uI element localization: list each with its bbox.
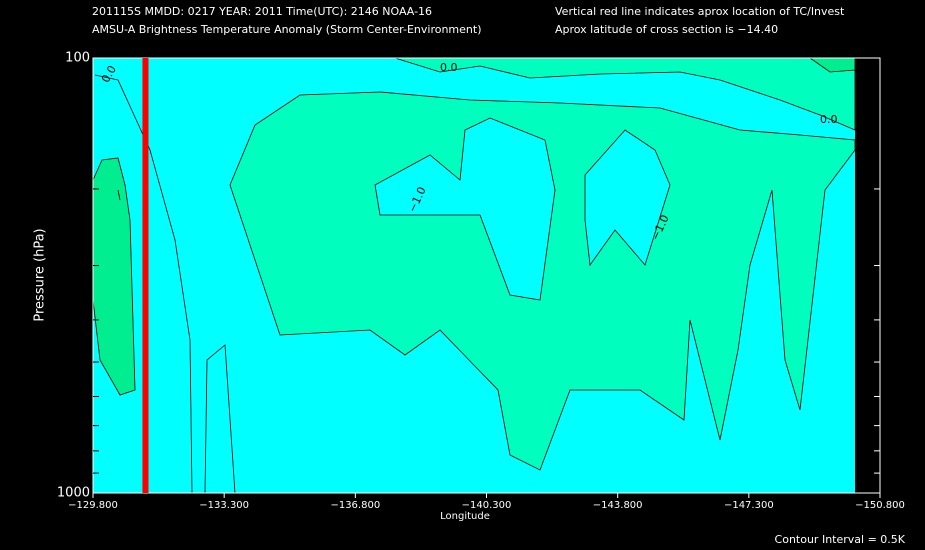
x-tick-label: −140.300: [462, 500, 512, 511]
contour-field: [92, 57, 856, 494]
blank-strip: [855, 58, 880, 493]
note-line: Vertical red line indicates aprox locati…: [555, 5, 845, 18]
y-tick-label: 100: [65, 51, 90, 66]
footer: Contour Interval = 0.5K: [775, 533, 906, 546]
x-tick-label: −147.300: [724, 500, 774, 511]
x-tick-label: −129.800: [68, 500, 118, 511]
y-tick-label: 1000: [57, 486, 90, 501]
x-tick-label: −150.800: [855, 500, 905, 511]
header-line: AMSU-A Brightness Temperature Anomaly (S…: [92, 23, 482, 36]
x-tick-label: −133.300: [199, 500, 249, 511]
note-line: Aprox latitude of cross section is −14.4…: [555, 23, 778, 36]
contour-label: 0.0: [440, 61, 458, 74]
contour-region: [229, 91, 856, 471]
y-axis-label: Pressure (hPa): [33, 228, 48, 321]
x-axis-label: Longitude: [440, 511, 490, 522]
x-tick-label: −143.800: [593, 500, 643, 511]
contour-line: [94, 74, 236, 494]
x-tick-label: −136.800: [330, 500, 380, 511]
contour-label: 0.0: [820, 113, 838, 126]
header-line: 201115S MMDD: 0217 YEAR: 2011 Time(UTC):…: [92, 5, 432, 18]
